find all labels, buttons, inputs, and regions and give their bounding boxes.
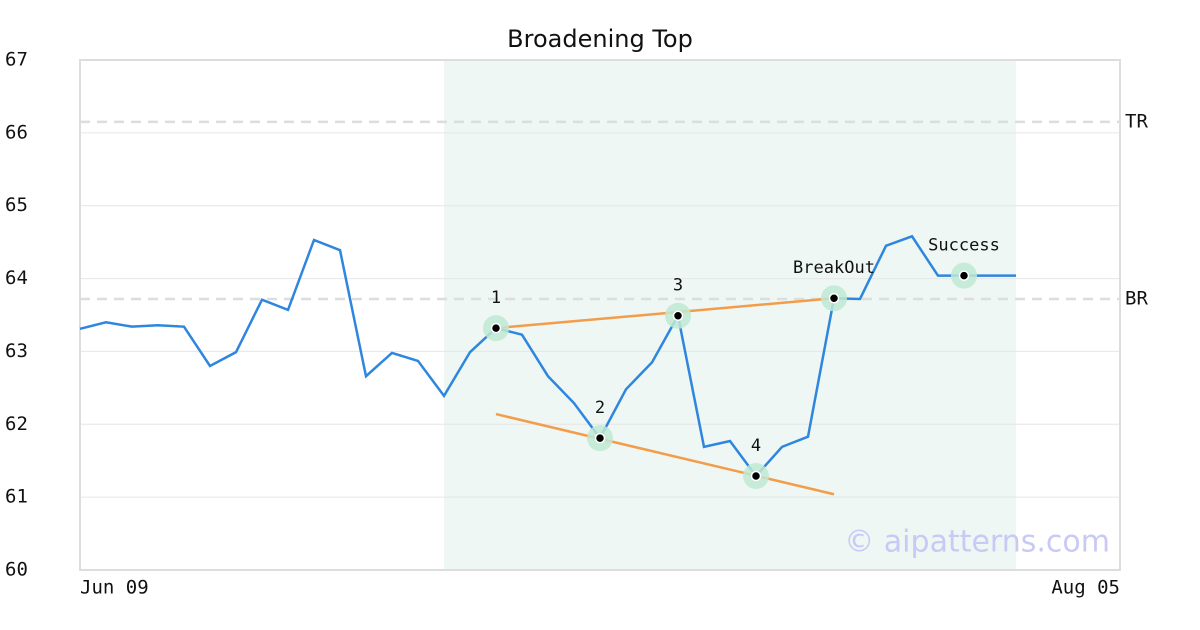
pattern-region	[444, 60, 1016, 570]
y-tick-label: 60	[5, 559, 28, 581]
plot-frame	[79, 59, 1121, 571]
marker-dot	[958, 270, 970, 281]
y-tick-label: 65	[5, 194, 28, 216]
watermark: © aipatterns.com	[844, 525, 1110, 560]
trend-line	[495, 412, 835, 496]
x-tick-label: Aug 05	[1051, 577, 1120, 599]
marker-label: 1	[491, 288, 501, 308]
y-tick-label: 64	[5, 267, 28, 289]
chart-title: Broadening Top	[507, 25, 693, 53]
x-tick-label: Jun 09	[80, 577, 149, 599]
price-line	[79, 234, 1016, 478]
marker-dot	[750, 470, 762, 482]
marker-label: BreakOut	[793, 258, 875, 278]
y-tick-label: 63	[5, 340, 28, 362]
reference-label: TR	[1125, 110, 1148, 132]
reference-label: BR	[1125, 287, 1148, 309]
trend-line	[495, 296, 835, 330]
marker-dot	[490, 322, 502, 334]
marker-label: 3	[673, 276, 683, 296]
marker-dot	[828, 292, 840, 304]
marker-dot	[594, 432, 606, 444]
marker-label: 2	[595, 398, 605, 418]
y-tick-label: 66	[5, 121, 28, 143]
marker-label: 4	[751, 436, 761, 456]
marker-dot	[672, 310, 684, 321]
y-tick-label: 61	[5, 486, 28, 508]
y-tick-label: 67	[5, 49, 28, 71]
marker-label: Success	[928, 236, 1000, 256]
y-tick-label: 62	[5, 413, 28, 435]
